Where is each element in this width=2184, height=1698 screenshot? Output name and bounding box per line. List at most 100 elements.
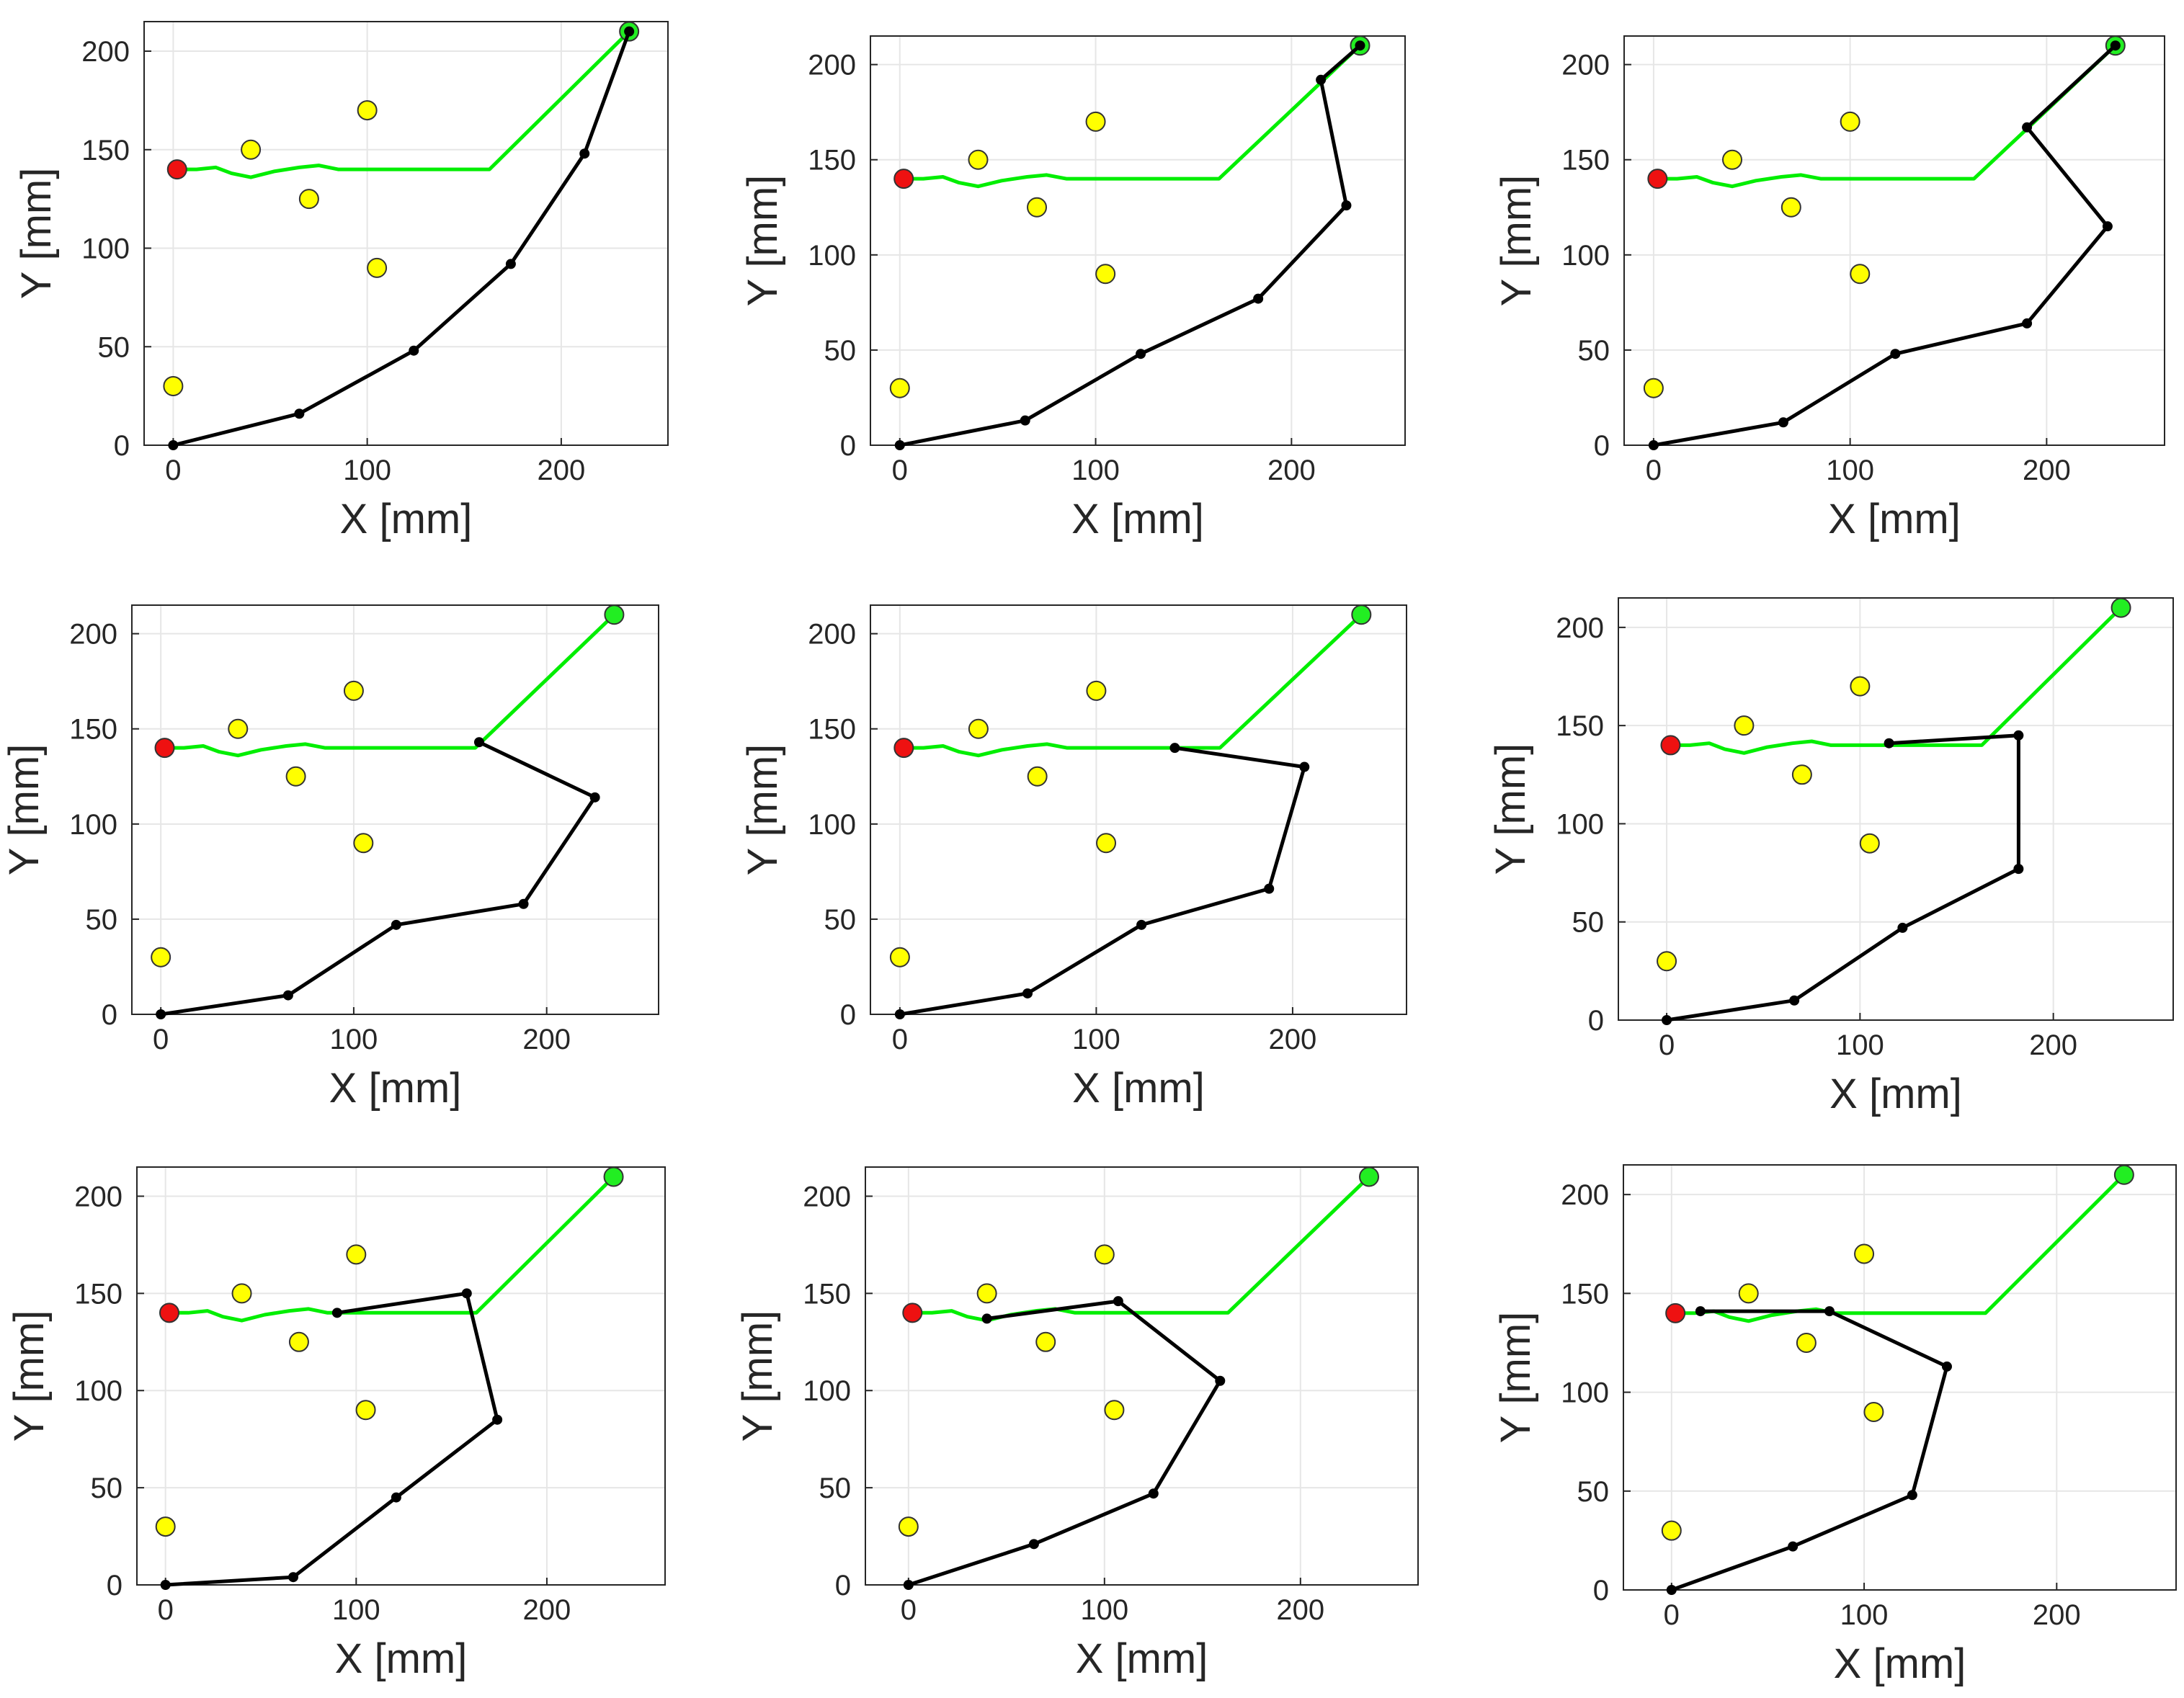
subplot-6: 0 100 200 0 50 100 150 200 X [mm] Y [mm] <box>1487 597 2174 1117</box>
y-tick-label: 0 <box>1593 1575 1609 1607</box>
obstacle-point <box>968 149 989 170</box>
plot-area <box>137 1167 665 1585</box>
arm-joint <box>1355 40 1365 51</box>
arm-joint <box>160 1580 171 1590</box>
plot-area <box>870 36 1405 445</box>
reference-path-line <box>899 44 1362 189</box>
x-tick-label: 100 <box>1836 1029 1884 1061</box>
x-tick-label: 0 <box>1659 1029 1675 1061</box>
x-tick-label: 200 <box>2023 455 2071 486</box>
arm-joint <box>1148 1488 1159 1499</box>
arm-line <box>899 746 1306 1016</box>
y-axis-label: Y [mm] <box>739 744 786 876</box>
x-tick-label: 100 <box>1072 1024 1120 1055</box>
x-axis-label: X [mm] <box>340 496 473 542</box>
goal-point <box>604 604 625 625</box>
obstacle-point <box>355 1400 376 1421</box>
arm-joint <box>894 440 905 450</box>
y-tick-label: 100 <box>803 1375 851 1407</box>
arm-joint <box>331 1308 342 1318</box>
y-tick-label: 100 <box>81 233 130 265</box>
arm-joint <box>1648 440 1659 450</box>
y-tick-label: 100 <box>1561 1377 1609 1409</box>
subplot-9: 0 100 200 0 50 100 150 200 X [mm] Y [mm] <box>1492 1164 2177 1687</box>
obstacle-point <box>1791 764 1812 785</box>
obstacle-point <box>1796 1332 1817 1353</box>
x-axis-label: X [mm] <box>1834 1640 1966 1687</box>
arm-joint <box>1662 1015 1672 1025</box>
goal-point <box>1359 1166 1380 1187</box>
y-tick-label: 200 <box>808 50 856 81</box>
y-tick-label: 0 <box>114 430 130 462</box>
obstacle-point <box>343 680 364 701</box>
y-tick-label: 150 <box>74 1278 122 1310</box>
x-axis-label: X [mm] <box>329 1065 462 1112</box>
arm-joint <box>391 919 401 930</box>
obstacle-point <box>353 833 374 854</box>
arm-line <box>908 1299 1222 1587</box>
arm-joint <box>1022 988 1033 998</box>
y-axis-label: Y [mm] <box>739 175 786 307</box>
arm-joint <box>1215 1375 1226 1386</box>
goal-point <box>2113 1164 2134 1185</box>
arm-joint <box>579 148 590 159</box>
x-tick-label: 100 <box>343 455 391 486</box>
x-tick-label: 0 <box>1664 1599 1680 1631</box>
obstacle-point <box>1780 197 1801 218</box>
x-tick-label: 100 <box>1071 455 1120 486</box>
arm-joint <box>1695 1306 1706 1317</box>
y-tick-label: 0 <box>835 1570 851 1601</box>
subplot-2: 0 100 200 0 50 100 150 200 X [mm] Y [mm] <box>739 35 1406 542</box>
obstacle-point <box>889 947 910 968</box>
obstacle-point <box>1094 1244 1115 1265</box>
reference-path-line <box>173 30 630 179</box>
x-tick-label: 0 <box>165 455 181 486</box>
x-tick-label: 100 <box>332 1594 380 1626</box>
x-tick-label: 0 <box>901 1594 917 1626</box>
obstacle-point <box>228 718 249 739</box>
y-tick-label: 50 <box>86 904 118 936</box>
arm-joint <box>624 26 635 37</box>
x-tick-label: 200 <box>523 1594 571 1626</box>
x-tick-label: 0 <box>1646 455 1662 486</box>
y-tick-label: 50 <box>819 1473 852 1504</box>
obstacle-point <box>155 1516 176 1537</box>
axes-frame <box>136 1166 666 1586</box>
obstacle-point <box>1722 149 1742 170</box>
y-tick-label: 200 <box>808 619 856 651</box>
plot-area <box>144 22 668 445</box>
goal-point <box>603 1166 624 1187</box>
subplot-3: 0 100 200 0 50 100 150 200 X [mm] Y [mm] <box>1493 35 2165 542</box>
obstacle-point <box>1027 197 1048 218</box>
y-tick-label: 100 <box>1561 240 1610 272</box>
start-point <box>902 1302 923 1323</box>
y-tick-label: 0 <box>107 1570 122 1601</box>
obstacle-point <box>1104 1400 1125 1421</box>
arm-joint <box>1941 1361 1952 1372</box>
obstacle-point <box>298 189 319 210</box>
y-axis-label: Y [mm] <box>734 1310 781 1442</box>
y-axis-label: Y [mm] <box>6 1310 53 1442</box>
arm-joint <box>168 440 179 450</box>
x-tick-label: 200 <box>538 455 586 486</box>
arm-joint <box>492 1414 503 1425</box>
start-point <box>893 169 914 189</box>
x-axis-label: X [mm] <box>1829 1071 1962 1117</box>
y-tick-label: 150 <box>808 714 856 746</box>
y-tick-label: 150 <box>1561 1278 1609 1310</box>
arm-joint <box>1169 743 1180 754</box>
goal-point <box>2111 597 2131 618</box>
y-tick-label: 100 <box>808 240 856 272</box>
obstacle-point <box>285 766 306 787</box>
x-tick-label: 200 <box>1267 455 1316 486</box>
axes-frame <box>870 35 1406 446</box>
arm-joint <box>1890 349 1901 359</box>
x-tick-label: 200 <box>1269 1024 1317 1055</box>
arm-line <box>1666 733 2020 1022</box>
plot-area <box>870 605 1407 1014</box>
arm-line <box>172 30 631 447</box>
reference-path-line <box>899 613 1363 758</box>
arm-joint <box>1907 1490 1917 1501</box>
y-tick-label: 50 <box>1578 335 1610 367</box>
y-tick-label: 50 <box>824 904 857 936</box>
